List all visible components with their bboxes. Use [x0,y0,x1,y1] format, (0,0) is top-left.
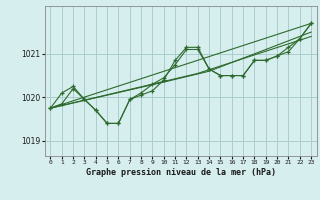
X-axis label: Graphe pression niveau de la mer (hPa): Graphe pression niveau de la mer (hPa) [86,168,276,177]
